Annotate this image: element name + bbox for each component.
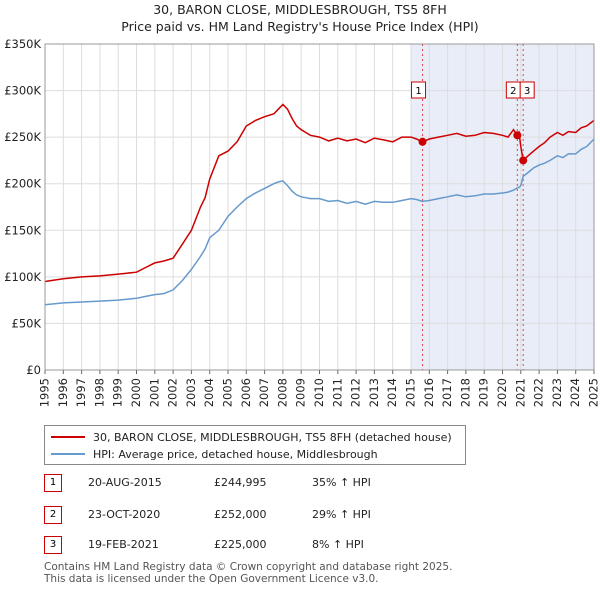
legend-item-hpi: HPI: Average price, detached house, Midd…: [51, 446, 378, 462]
transaction-label-box: [519, 81, 535, 99]
x-tick-label: 2012: [349, 378, 363, 407]
plot-frame: [44, 43, 595, 371]
x-tick-label: 2003: [184, 378, 198, 407]
legend-label-hpi: HPI: Average price, detached house, Midd…: [93, 447, 378, 461]
x-tick-label: 2020: [495, 378, 509, 407]
transaction-date: 20-AUG-2015: [88, 476, 162, 489]
chart-title: 30, BARON CLOSE, MIDDLESBROUGH, TS5 8FH: [153, 2, 447, 17]
legend-swatch-property: [51, 436, 85, 438]
transaction-number: 3: [44, 536, 62, 554]
transaction-number: 2: [44, 506, 62, 524]
legend: 30, BARON CLOSE, MIDDLESBROUGH, TS5 8FH …: [44, 425, 466, 465]
transaction-hpi-change: 35% ↑ HPI: [312, 476, 371, 489]
transaction-number: 1: [44, 474, 62, 492]
y-tick-label: £0: [26, 363, 41, 377]
x-tick-label: 2024: [568, 378, 582, 407]
y-tick-label: £50K: [12, 316, 42, 330]
transaction-row: 2 23-OCT-2020 £252,000 29% ↑ HPI: [44, 506, 564, 524]
x-tick-label: 2014: [385, 378, 399, 407]
transaction-price: £225,000: [214, 538, 267, 551]
x-tick-label: 2022: [532, 378, 546, 407]
series-line: [44, 138, 595, 306]
x-tick-label: 2017: [440, 378, 454, 407]
y-axis: £0 £50K £100K £150K £200K £250K £300K £350K: [4, 37, 41, 377]
transaction-markers: [422, 44, 524, 370]
x-tick-label: 2001: [147, 378, 161, 407]
transaction-label: 3: [524, 86, 530, 97]
x-tick-label: 2019: [477, 378, 491, 407]
x-tick-label: 2016: [422, 378, 436, 407]
chart-subtitle: Price paid vs. HM Land Registry's House …: [121, 19, 479, 34]
transaction-point: [519, 156, 528, 165]
x-axis: 1995 1996 1997 1998 1999 2000 2001 2002 2003 2004…: [38, 370, 600, 407]
x-tick-label: 2011: [330, 378, 344, 407]
x-tick-label: 2013: [367, 378, 381, 407]
transaction-label: 2: [510, 86, 516, 97]
transaction-row: 3 19-FEB-2021 £225,000 8% ↑ HPI: [44, 536, 564, 554]
y-tick-label: £350K: [4, 37, 41, 51]
transaction-hpi-change: 29% ↑ HPI: [312, 508, 371, 521]
x-tick-label: 2005: [221, 378, 235, 407]
y-tick-label: £100K: [4, 270, 41, 284]
y-tick-label: £250K: [4, 130, 41, 144]
transaction-hpi-change: 8% ↑ HPI: [312, 538, 364, 551]
x-tick-label: 2025: [587, 378, 600, 407]
legend-label-property: 30, BARON CLOSE, MIDDLESBROUGH, TS5 8FH …: [93, 430, 452, 444]
x-tick-label: 2009: [294, 378, 308, 407]
x-tick-label: 2023: [550, 378, 564, 407]
y-tick-label: £300K: [4, 84, 41, 98]
x-tick-label: 2015: [404, 378, 418, 407]
transaction-points: [418, 131, 528, 165]
x-tick-label: 2006: [239, 378, 253, 407]
transaction-price: £244,995: [214, 476, 267, 489]
transaction-label-box: [411, 81, 427, 99]
x-tick-label: 1999: [111, 378, 125, 407]
x-tick-label: 2000: [129, 378, 143, 407]
x-tick-label: 1998: [92, 378, 106, 407]
y-tick-label: £200K: [4, 177, 41, 191]
footer-license: This data is licensed under the Open Gov…: [44, 573, 379, 585]
transaction-date: 23-OCT-2020: [88, 508, 161, 521]
transaction-date: 19-FEB-2021: [88, 538, 159, 551]
x-tick-label: 1996: [56, 378, 70, 407]
y-tick-label: £150K: [4, 223, 41, 237]
legend-item-property: 30, BARON CLOSE, MIDDLESBROUGH, TS5 8FH …: [51, 429, 452, 445]
transaction-row: 1 20-AUG-2015 £244,995 35% ↑ HPI: [44, 474, 564, 492]
transaction-point: [418, 137, 427, 146]
x-tick-label: 2002: [166, 378, 180, 407]
x-tick-label: 2007: [257, 378, 271, 407]
x-tick-label: 1997: [74, 378, 88, 407]
x-tick-label: 2018: [458, 378, 472, 407]
legend-swatch-hpi: [51, 453, 85, 455]
x-tick-label: 1995: [38, 378, 52, 407]
footer-copyright: Contains HM Land Registry data © Crown c…: [44, 561, 453, 573]
x-tick-label: 2008: [275, 378, 289, 407]
transaction-point: [513, 131, 522, 140]
x-tick-label: 2021: [513, 378, 527, 407]
x-tick-label: 2004: [202, 378, 216, 407]
x-tick-label: 2010: [312, 378, 326, 407]
transaction-label: 1: [415, 86, 421, 97]
transaction-price: £252,000: [214, 508, 267, 521]
